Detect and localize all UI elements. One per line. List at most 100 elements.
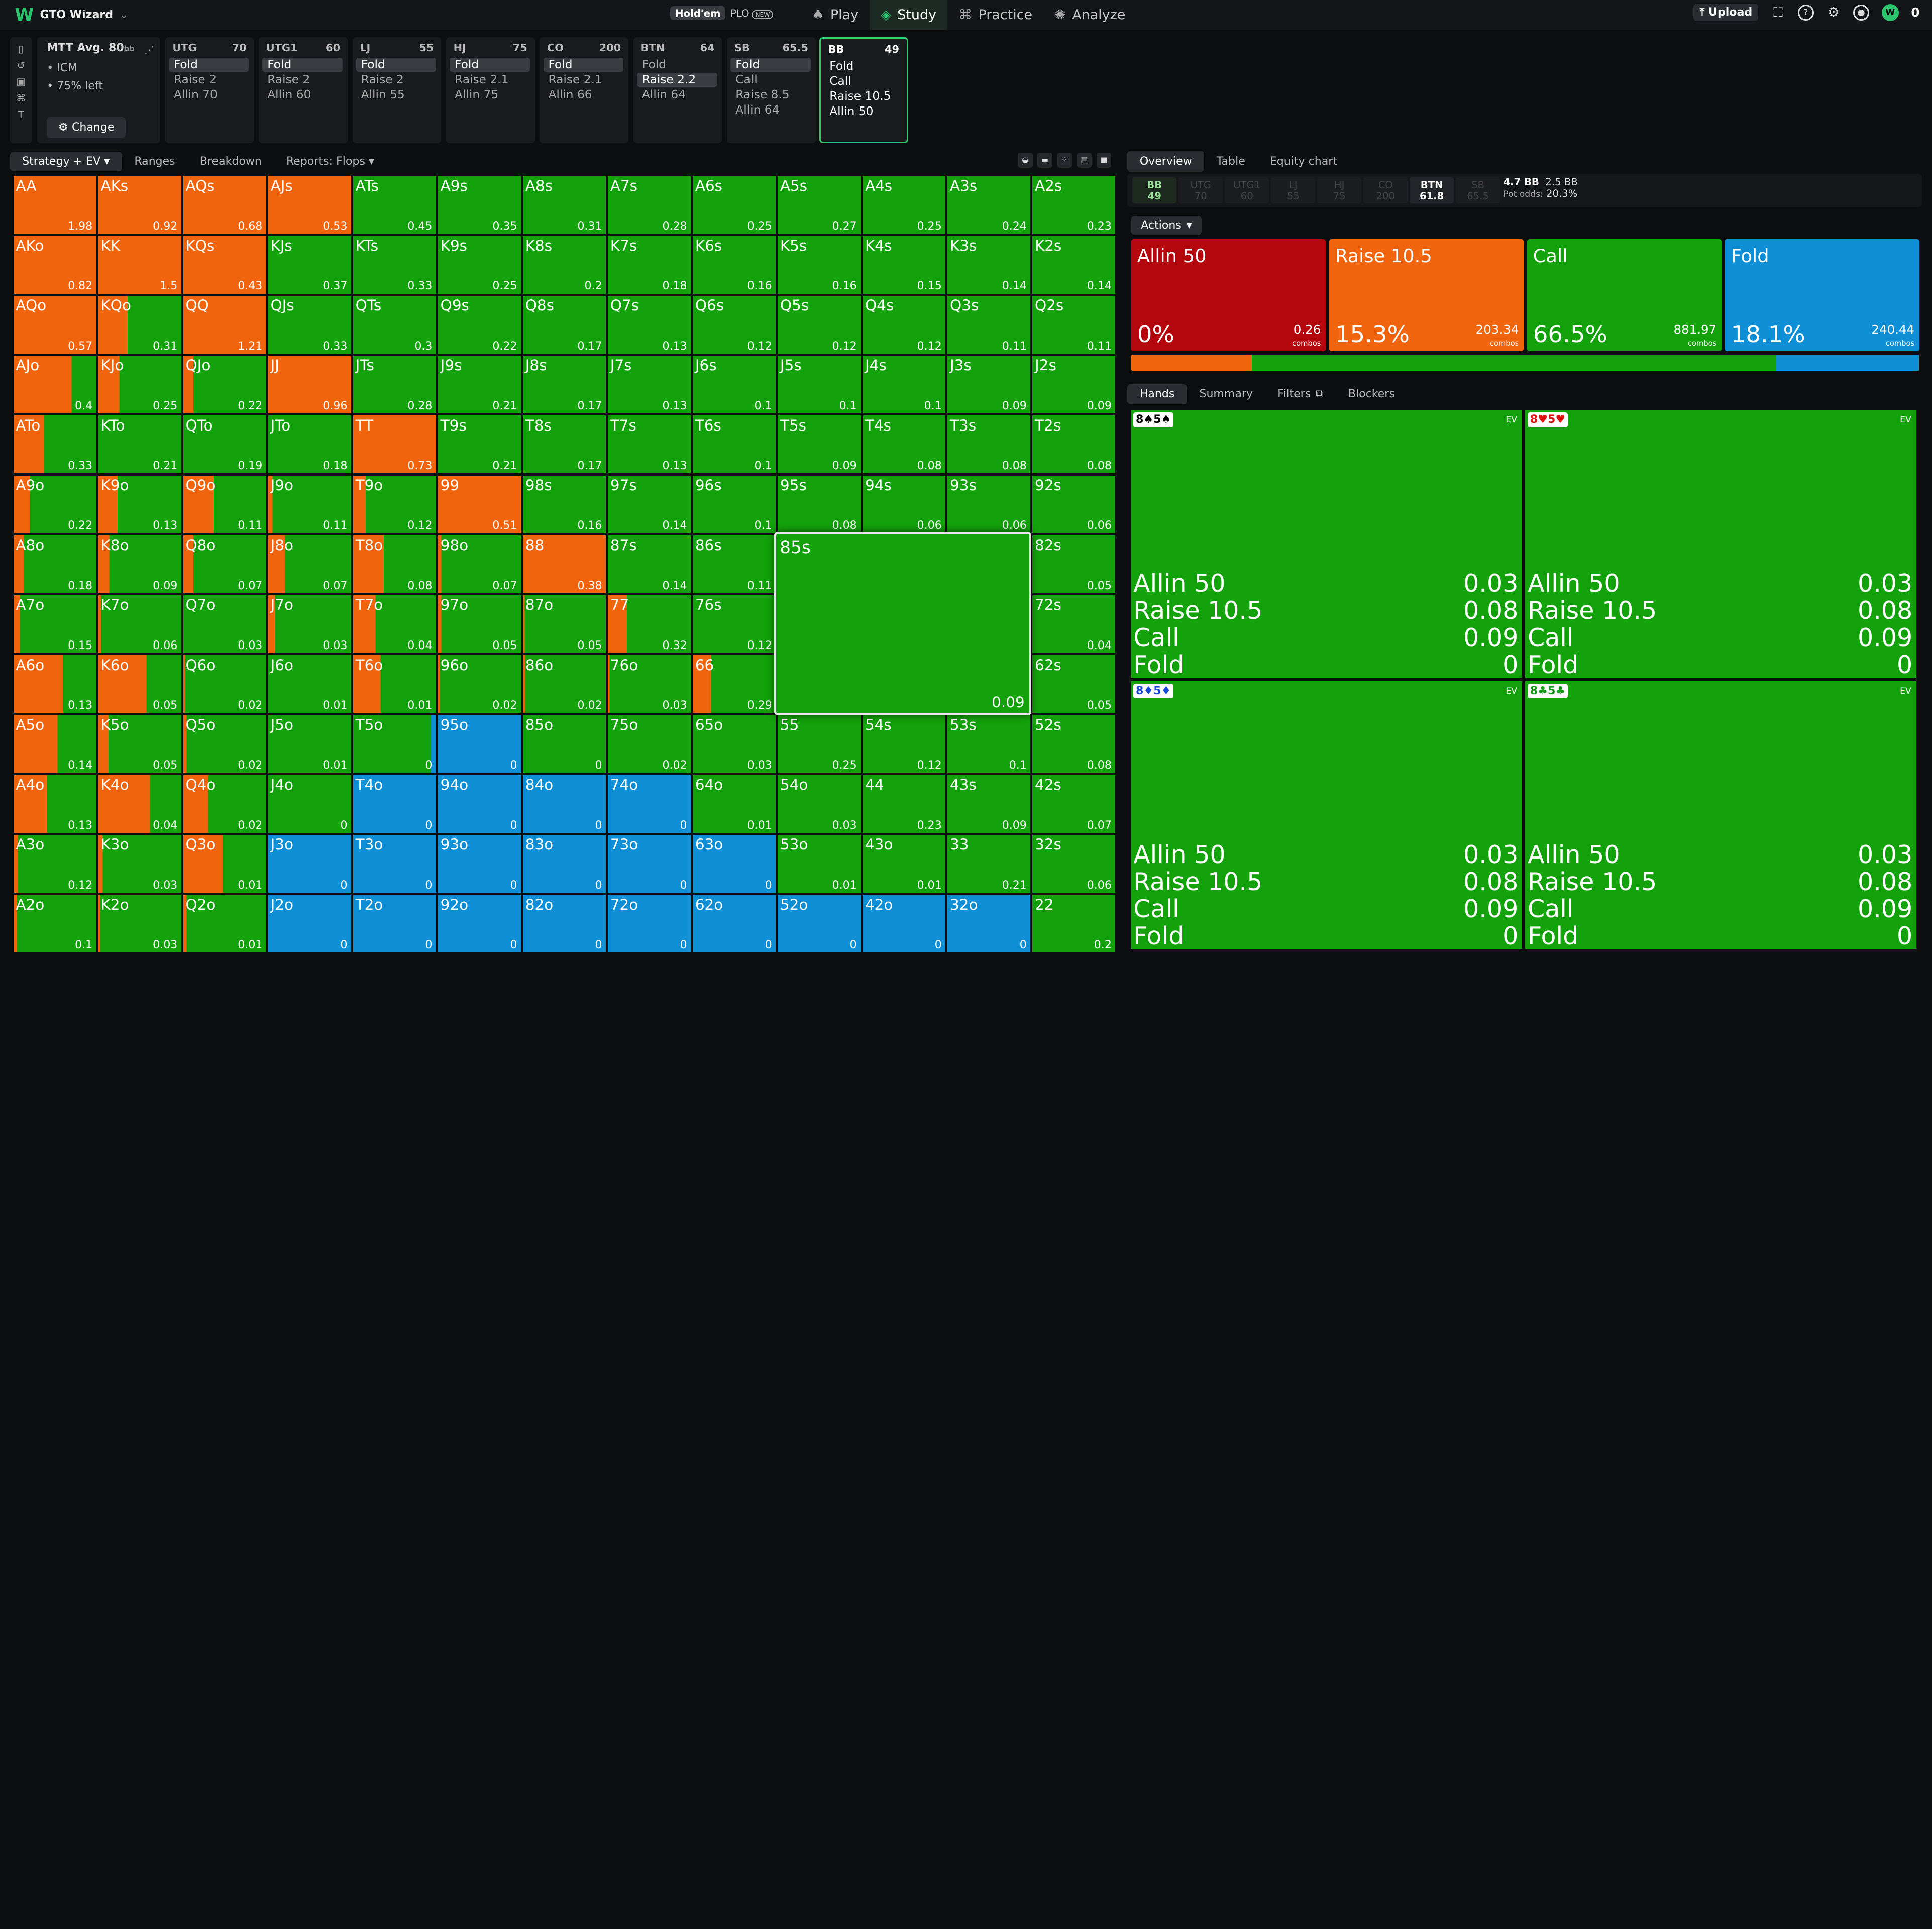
hand-cell-t7s[interactable]: T7s 0.13 [606, 414, 692, 475]
hand-cell-q6s[interactable]: Q6s 0.12 [691, 294, 777, 355]
hand-cell-j8s[interactable]: J8s 0.17 [521, 355, 607, 415]
hand-cell-55[interactable]: 55 0.25 [777, 714, 862, 774]
hand-cell-j3o[interactable]: J3o 0 [267, 833, 352, 894]
hand-cell-44[interactable]: 44 0.23 [862, 774, 947, 834]
hand-cell-j4s[interactable]: J4s 0.1 [862, 355, 947, 415]
hand-cell-aks[interactable]: AKs 0.92 [97, 175, 182, 235]
position-card-lj[interactable]: LJ 55 Fold Raise 2 Allin 55 [352, 37, 442, 143]
hand-cell-q6o[interactable]: Q6o 0.02 [182, 654, 267, 714]
position-action[interactable]: Fold [730, 58, 811, 72]
position-action[interactable]: Fold [829, 59, 854, 73]
hand-cell-62o[interactable]: 62o 0 [691, 894, 777, 954]
hand-cell-t6o[interactable]: T6o 0.01 [352, 654, 437, 714]
hand-cell-qjs[interactable]: QJs 0.33 [267, 294, 352, 355]
hand-cell-t4s[interactable]: T4s 0.08 [862, 414, 947, 475]
history-icon[interactable]: ↺ [17, 59, 25, 71]
hand-cell-q8s[interactable]: Q8s 0.17 [521, 294, 607, 355]
hand-cell-97o[interactable]: 97o 0.05 [437, 594, 522, 655]
hand-cell-a9o[interactable]: A9o 0.22 [12, 474, 97, 534]
hovered-hand-cell[interactable]: 85s 0.09 [774, 532, 1032, 715]
position-action[interactable]: Fold [641, 58, 666, 72]
position-action[interactable]: Allin 50 [829, 104, 874, 119]
hand-cell-j9s[interactable]: J9s 0.21 [437, 355, 522, 415]
hand-cell-kts[interactable]: KTs 0.33 [352, 235, 437, 295]
position-card-utg[interactable]: UTG 70 Fold Raise 2 Allin 70 [165, 37, 254, 143]
position-action[interactable]: Fold [543, 58, 624, 72]
hand-cell-t5o[interactable]: T5o 0 [352, 714, 437, 774]
hand-cell-k4s[interactable]: K4s 0.15 [862, 235, 947, 295]
hand-cell-95o[interactable]: 95o 0 [437, 714, 522, 774]
hand-cell-t7o[interactable]: T7o 0.04 [352, 594, 437, 655]
hand-cell-k7s[interactable]: K7s 0.18 [606, 235, 692, 295]
hand-cell-93s[interactable]: 93s 0.06 [946, 474, 1032, 534]
help-icon[interactable]: ? [1797, 4, 1814, 21]
hand-cell-52o[interactable]: 52o 0 [777, 894, 862, 954]
hand-cell-ako[interactable]: AKo 0.82 [12, 235, 97, 295]
hand-cell-jto[interactable]: JTo 0.18 [267, 414, 352, 475]
hand-cell-t2o[interactable]: T2o 0 [352, 894, 437, 954]
hand-cell-99[interactable]: 99 0.51 [437, 474, 522, 534]
nav-study[interactable]: ◈ Study [870, 0, 948, 30]
hand-cell-76o[interactable]: 76o 0.03 [606, 654, 692, 714]
hand-cell-88[interactable]: 88 0.38 [521, 534, 607, 594]
hand-cell-t5s[interactable]: T5s 0.09 [777, 414, 862, 475]
hand-cell-33[interactable]: 33 0.21 [946, 833, 1032, 894]
hand-cell-a7s[interactable]: A7s 0.28 [606, 175, 692, 235]
hand-cell-42o[interactable]: 42o 0 [862, 894, 947, 954]
hand-cell-a5o[interactable]: A5o 0.14 [12, 714, 97, 774]
hand-cell-76s[interactable]: 76s 0.12 [691, 594, 777, 655]
hand-cell-qjo[interactable]: QJo 0.22 [182, 355, 267, 415]
hand-cell-96o[interactable]: 96o 0.02 [437, 654, 522, 714]
hand-cell-75o[interactable]: 75o 0.02 [606, 714, 692, 774]
position-card-bb[interactable]: BB 49 Fold Call Raise 10.5 Allin 50 [819, 37, 908, 143]
position-action[interactable]: Raise 10.5 [829, 89, 891, 103]
hand-cell-43o[interactable]: 43o 0.01 [862, 833, 947, 894]
hand-cell-a9s[interactable]: A9s 0.35 [437, 175, 522, 235]
position-action[interactable]: Allin 64 [641, 88, 686, 102]
hand-cell-a7o[interactable]: A7o 0.15 [12, 594, 97, 655]
tab-filters[interactable]: Filters ⧉ [1265, 384, 1336, 404]
tab-overview[interactable]: Overview [1127, 151, 1205, 172]
save-icon[interactable]: ▣ [16, 76, 26, 88]
hand-cell-97s[interactable]: 97s 0.14 [606, 474, 692, 534]
view-grid-icon[interactable]: ▦ [1077, 153, 1092, 168]
hand-cell-j7o[interactable]: J7o 0.03 [267, 594, 352, 655]
hand-cell-a8s[interactable]: A8s 0.31 [521, 175, 607, 235]
action-card-call[interactable]: Call 66.5% 881.97 combos [1527, 239, 1722, 352]
hand-cell-k3o[interactable]: K3o 0.03 [97, 833, 182, 894]
hand-cell-q2o[interactable]: Q2o 0.01 [182, 894, 267, 954]
hand-cell-k5s[interactable]: K5s 0.16 [777, 235, 862, 295]
change-button[interactable]: ⚙ Change [47, 117, 126, 138]
hand-cell-96s[interactable]: 96s 0.1 [691, 474, 777, 534]
hand-cell-94s[interactable]: 94s 0.06 [862, 474, 947, 534]
hand-cell-aa[interactable]: AA 1.98 [12, 175, 97, 235]
hand-cell-q4s[interactable]: Q4s 0.12 [862, 294, 947, 355]
position-card-btn[interactable]: BTN 64 Fold Raise 2.2 Allin 64 [633, 37, 722, 143]
tab-hands[interactable]: Hands [1127, 384, 1187, 404]
position-action[interactable]: Fold [450, 58, 530, 72]
tab-reports-flops[interactable]: Reports: Flops ▾ [286, 155, 374, 168]
hand-cell-k6s[interactable]: K6s 0.16 [691, 235, 777, 295]
hand-cell-84o[interactable]: 84o 0 [521, 774, 607, 834]
nav-play[interactable]: ♠ Play [801, 0, 870, 30]
hand-cell-a3s[interactable]: A3s 0.24 [946, 175, 1032, 235]
view-compact-icon[interactable]: ⁘ [1057, 153, 1072, 168]
position-action[interactable]: Allin 64 [735, 103, 780, 117]
hand-cell-32s[interactable]: 32s 0.06 [1031, 833, 1117, 894]
hand-cell-t9s[interactable]: T9s 0.21 [437, 414, 522, 475]
hand-cell-a2s[interactable]: A2s 0.23 [1031, 175, 1117, 235]
hand-cell-62s[interactable]: 62s 0.05 [1031, 654, 1117, 714]
hand-combo-card[interactable]: 8♦5♦ EV Allin 50 0.03 Raise 10.5 0.08 Call 0.09… [1130, 680, 1523, 950]
nav-practice[interactable]: ⌘ Practice [947, 0, 1043, 30]
action-card-allin[interactable]: Allin 50 0% 0.26 combos [1131, 239, 1326, 352]
hand-cell-k8o[interactable]: K8o 0.09 [97, 534, 182, 594]
hand-cell-k3s[interactable]: K3s 0.14 [946, 235, 1032, 295]
position-action[interactable]: Raise 2 [361, 73, 404, 87]
chevron-down-icon[interactable]: ⌄ [119, 9, 129, 22]
position-card-co[interactable]: CO 200 Fold Raise 2.1 Allin 66 [540, 37, 628, 143]
plo-toggle[interactable]: PLO NEW [730, 8, 774, 19]
hand-cell-t4o[interactable]: T4o 0 [352, 774, 437, 834]
upload-button[interactable]: ⤒ Upload [1693, 4, 1759, 22]
hand-cell-j6s[interactable]: J6s 0.1 [691, 355, 777, 415]
hand-cell-jj[interactable]: JJ 0.96 [267, 355, 352, 415]
